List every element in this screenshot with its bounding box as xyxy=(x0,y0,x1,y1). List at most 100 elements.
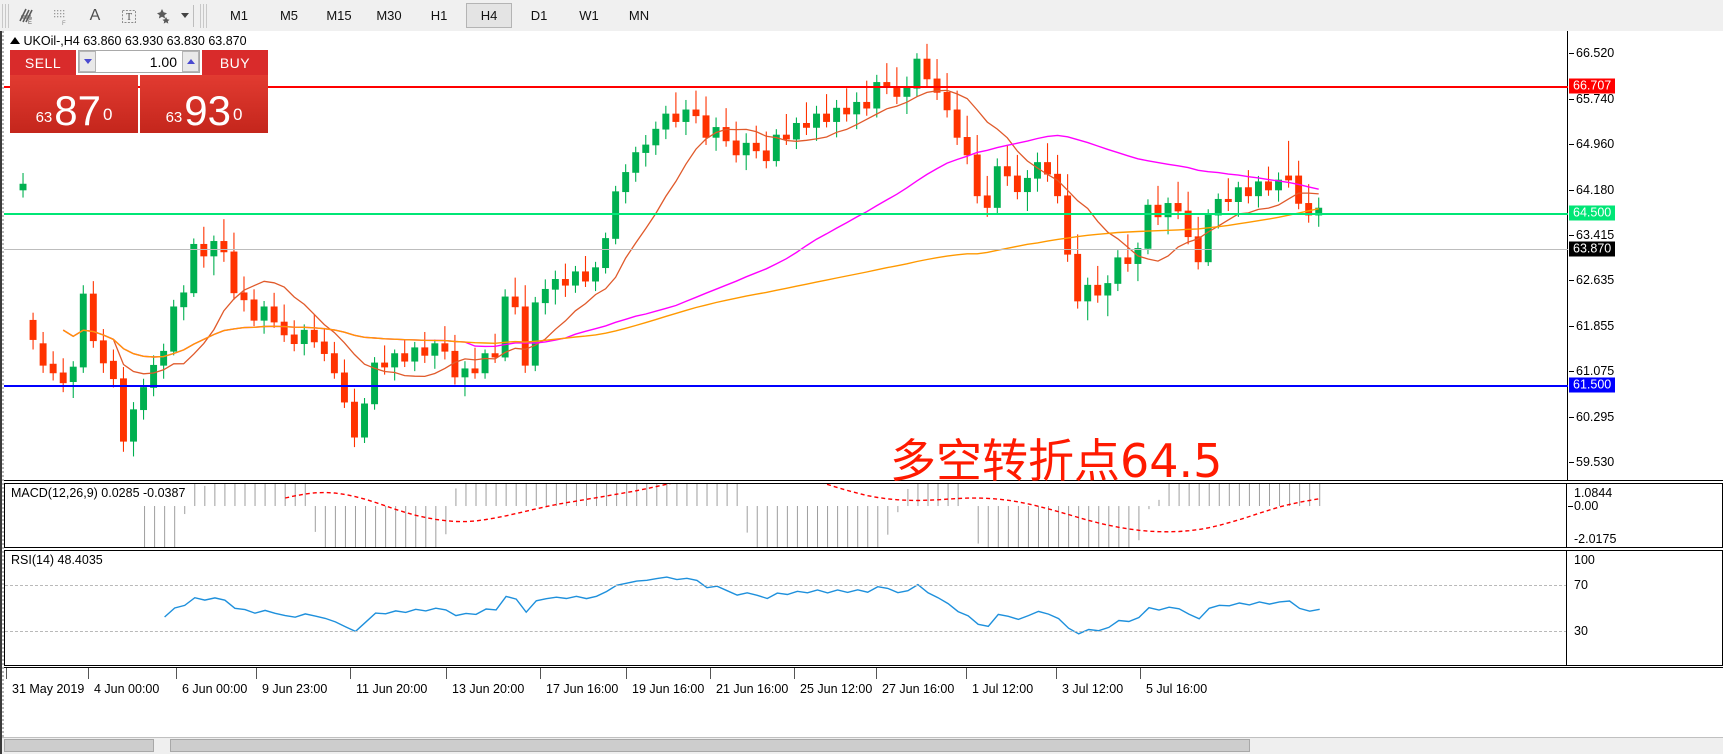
price-level-line[interactable] xyxy=(4,213,1568,215)
collapse-triangle-icon[interactable] xyxy=(10,37,20,44)
buy-price-small: 63 xyxy=(165,109,183,126)
rsi-plot[interactable] xyxy=(5,551,1567,665)
price-level-line[interactable] xyxy=(4,249,1568,250)
timeframe-m1[interactable]: M1 xyxy=(229,8,249,23)
chart-annotation: 多空转折点64.5 xyxy=(890,434,1223,488)
buy-price-big: 93 xyxy=(184,87,231,134)
svg-text:T: T xyxy=(126,12,132,23)
rsi-series xyxy=(164,576,1320,635)
timeframe-m30[interactable]: M30 xyxy=(376,8,402,23)
price-tick: 63.415 xyxy=(1568,227,1615,242)
horizontal-scrollbar[interactable] xyxy=(2,737,1723,754)
chart-area[interactable]: UKOil-,H4 63.860 63.930 63.830 63.870 66… xyxy=(0,31,1723,754)
rsi-label: RSI(14) 48.4035 xyxy=(11,553,103,567)
time-tick: 9 Jun 23:00 xyxy=(255,668,328,696)
drawing-objects-icon[interactable] xyxy=(146,1,180,30)
time-tick: 25 Jun 12:00 xyxy=(793,668,873,696)
symbol-ohlc-label: UKOil-,H4 63.860 63.930 63.830 63.870 xyxy=(10,34,247,48)
rsi-axis: 100 70 30 xyxy=(1566,551,1722,665)
time-tick: 17 Jun 16:00 xyxy=(539,668,619,696)
indicators-icon[interactable]: E xyxy=(10,1,44,30)
time-tick: 3 Jul 12:00 xyxy=(1055,668,1124,696)
toolbar-separator xyxy=(193,4,194,27)
buy-button[interactable]: BUY xyxy=(202,50,268,75)
timeframe-mn[interactable]: MN xyxy=(628,8,650,23)
buy-price-box[interactable]: 63 93 0 xyxy=(140,75,268,133)
rsi-tick: 30 xyxy=(1574,623,1588,638)
sell-price-big: 87 xyxy=(54,87,101,134)
chart-left-grip xyxy=(2,31,4,738)
price-plot[interactable] xyxy=(4,31,1568,480)
crosshair-grid-icon[interactable]: F xyxy=(44,1,78,30)
time-tick: 6 Jun 00:00 xyxy=(175,668,248,696)
svg-text:F: F xyxy=(62,21,66,26)
macd-tick: 1.0844 xyxy=(1574,486,1613,500)
text-box-icon[interactable]: T xyxy=(112,1,146,30)
symbol-ohlc-text: UKOil-,H4 63.860 63.930 63.830 63.870 xyxy=(23,34,247,48)
macd-plot[interactable] xyxy=(5,484,1567,547)
text-label-icon[interactable]: A xyxy=(89,6,101,24)
rsi-tick: 100 xyxy=(1574,553,1595,567)
macd-tick: 0.00 xyxy=(1567,499,1599,514)
sell-price-box[interactable]: 63 87 0 xyxy=(10,75,138,133)
price-tick: 59.530 xyxy=(1568,454,1615,469)
time-tick: 31 May 2019 xyxy=(5,668,85,696)
volume-decrease-button[interactable] xyxy=(79,51,96,72)
time-tick: 11 Jun 20:00 xyxy=(349,668,428,696)
timeframe-h4[interactable]: H4 xyxy=(466,3,512,28)
timeframe-grip[interactable] xyxy=(200,3,208,28)
sell-price-small: 63 xyxy=(35,109,53,126)
time-axis[interactable]: 31 May 2019 4 Jun 00:00 6 Jun 00:00 9 Jun 2… xyxy=(4,667,1723,710)
price-level-line[interactable] xyxy=(4,385,1568,387)
price-pane[interactable]: UKOil-,H4 63.860 63.930 63.830 63.870 66… xyxy=(4,31,1723,481)
buy-price-sup: 0 xyxy=(232,105,243,124)
scrollbar-thumb-main[interactable] xyxy=(170,739,1250,752)
timeframe-m5[interactable]: M5 xyxy=(279,8,299,23)
scrollbar-thumb-left[interactable] xyxy=(4,739,154,752)
timeframe-h1[interactable]: H1 xyxy=(430,8,448,23)
volume-field[interactable]: 1.00 xyxy=(78,50,200,73)
sell-button[interactable]: SELL xyxy=(10,50,76,75)
price-badge[interactable]: 66.707 xyxy=(1569,78,1616,94)
macd-pane[interactable]: MACD(12,26,9) 0.0285 -0.0387 1.0844 0.00 -… xyxy=(4,483,1723,548)
octp-header-row: SELL 1.00 BUY xyxy=(10,50,268,75)
timeframe-d1[interactable]: D1 xyxy=(530,8,548,23)
octp-price-row: 63 87 0 63 93 0 xyxy=(10,75,268,133)
timeframe-m15[interactable]: M15 xyxy=(326,8,352,23)
macd-series xyxy=(144,484,1321,547)
price-tick: 60.295 xyxy=(1568,410,1615,424)
time-tick: 13 Jun 20:00 xyxy=(445,668,525,696)
time-tick: 19 Jun 16:00 xyxy=(625,668,705,696)
price-candles xyxy=(19,43,1323,457)
rsi-pane[interactable]: RSI(14) 48.4035 100 70 30 xyxy=(4,550,1723,666)
rsi-level-line xyxy=(5,585,1567,587)
time-tick: 5 Jul 16:00 xyxy=(1139,668,1208,696)
price-tick: 61.075 xyxy=(1568,364,1615,379)
time-tick: 21 Jun 16:00 xyxy=(709,668,789,696)
price-tick: 64.960 xyxy=(1568,137,1615,152)
sell-price-sup: 0 xyxy=(102,105,113,124)
toolbar-grip[interactable] xyxy=(2,3,10,28)
time-tick: 4 Jun 00:00 xyxy=(87,668,160,696)
macd-axis: 1.0844 0.00 -2.0175 xyxy=(1566,484,1722,547)
timeframe-group: M1 M5 M15 M30 H1 H4 D1 W1 MN xyxy=(214,3,664,28)
price-tick: 66.520 xyxy=(1568,46,1615,61)
price-tick: 64.180 xyxy=(1568,182,1615,197)
volume-increase-button[interactable] xyxy=(182,51,199,72)
timeframe-w1[interactable]: W1 xyxy=(579,8,599,23)
one-click-trading-panel[interactable]: SELL 1.00 BUY 63 87 0 63 93 0 xyxy=(10,50,268,133)
price-badge[interactable]: 61.500 xyxy=(1569,377,1616,393)
rsi-tick: 70 xyxy=(1574,578,1588,593)
price-level-line[interactable] xyxy=(4,86,1568,88)
volume-value[interactable]: 1.00 xyxy=(149,53,177,70)
price-tick: 61.855 xyxy=(1568,318,1615,333)
macd-label: MACD(12,26,9) 0.0285 -0.0387 xyxy=(11,486,186,500)
macd-tick: -2.0175 xyxy=(1574,532,1617,546)
price-axis[interactable]: 66.520 65.740 64.960 64.180 63.415 62.635 61.8… xyxy=(1567,31,1723,480)
price-badge[interactable]: 63.870 xyxy=(1569,241,1616,257)
rsi-level-line xyxy=(5,630,1567,632)
chevron-down-icon[interactable] xyxy=(181,13,189,18)
price-badge[interactable]: 64.500 xyxy=(1569,205,1616,221)
price-tick: 65.740 xyxy=(1568,91,1615,106)
